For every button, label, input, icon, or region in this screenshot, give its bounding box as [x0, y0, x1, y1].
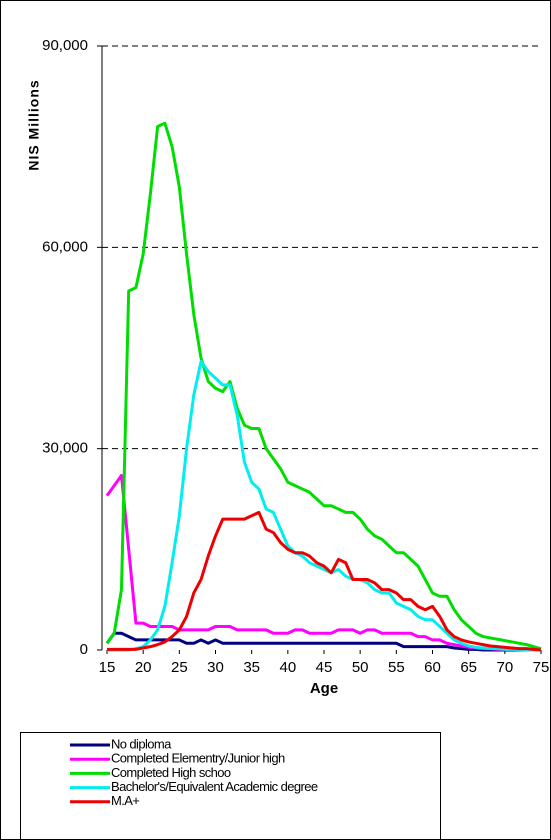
legend-label: Completed High schoo: [111, 765, 231, 780]
legend-label: Completed Elementry/Junior high: [111, 751, 285, 766]
x-tick-label: 70: [496, 659, 513, 676]
x-tick-label: 20: [135, 659, 152, 676]
series-line: [107, 510, 542, 652]
x-tick-label: 65: [460, 659, 477, 676]
x-tick-label: 45: [316, 659, 333, 676]
x-tick-label: 40: [279, 659, 296, 676]
y-tick-label: 0: [80, 641, 88, 658]
series-line: [107, 359, 541, 652]
x-tick-label: 55: [388, 659, 405, 676]
legend-label: Bachelor's/Equivalent Academic degree: [111, 779, 318, 794]
y-axis-label: NIS Millions: [26, 79, 42, 170]
series-line: [105, 121, 542, 651]
x-tick-label: 75: [533, 659, 550, 676]
x-tick-label: 25: [171, 659, 188, 676]
y-tick-label: 60,000: [42, 238, 88, 255]
legend-label: No diploma: [111, 736, 172, 751]
x-tick-label: 30: [207, 659, 224, 676]
x-tick-label: 35: [243, 659, 260, 676]
x-axis-label: Age: [310, 680, 338, 697]
x-tick-label: 60: [424, 659, 441, 676]
y-tick-label: 90,000: [42, 37, 88, 54]
series-line: [105, 631, 541, 652]
y-tick-label: 30,000: [42, 440, 88, 457]
x-tick-label: 15: [99, 659, 116, 676]
legend-label: M.A+: [111, 793, 139, 808]
x-tick-label: 50: [352, 659, 369, 676]
